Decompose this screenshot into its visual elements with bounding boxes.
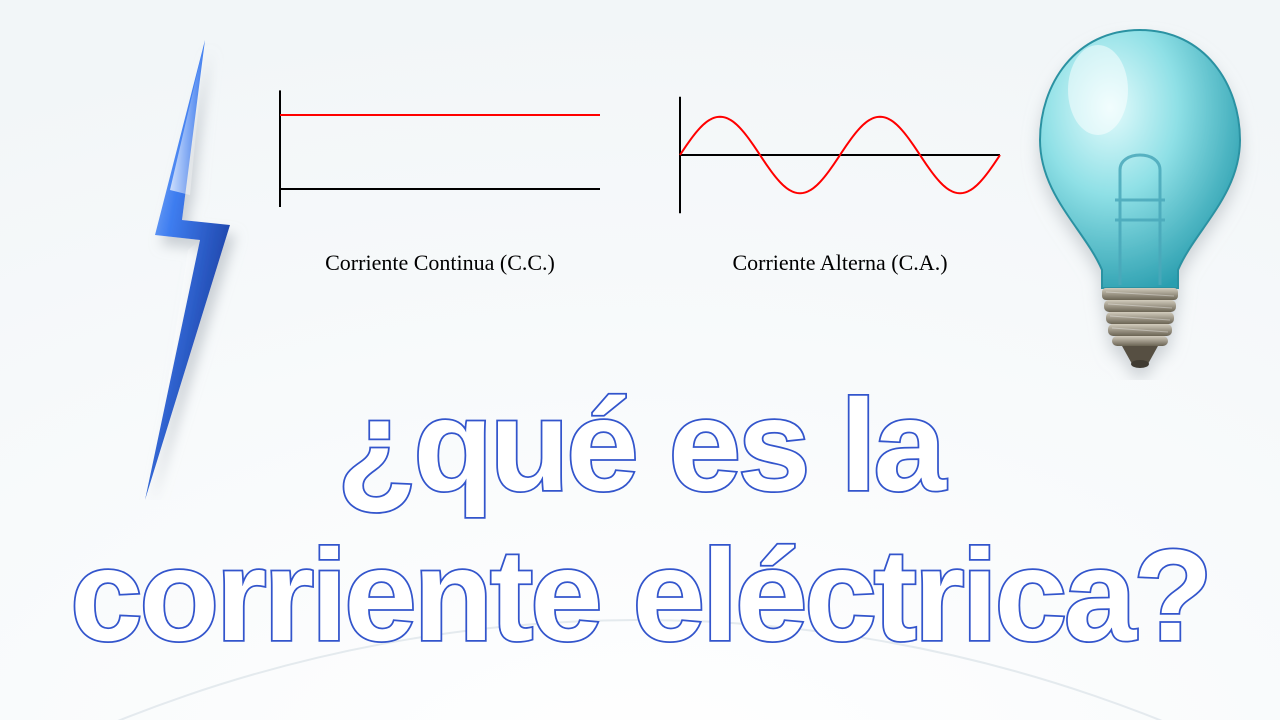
ac-chart-svg <box>670 70 1010 240</box>
dc-chart: Corriente Continua (C.C.) <box>270 70 610 290</box>
dc-chart-label: Corriente Continua (C.C.) <box>325 250 555 276</box>
lightbulb-icon <box>1020 20 1260 380</box>
title-line-1: ¿qué es la <box>337 372 947 518</box>
title-line-2: corriente eléctrica? <box>70 522 1209 668</box>
main-title: ¿qué es la corriente eléctrica? <box>0 370 1280 690</box>
ac-chart: Corriente Alterna (C.A.) <box>670 70 1010 290</box>
dc-chart-svg <box>270 70 610 240</box>
ac-chart-label: Corriente Alterna (C.A.) <box>732 250 947 276</box>
